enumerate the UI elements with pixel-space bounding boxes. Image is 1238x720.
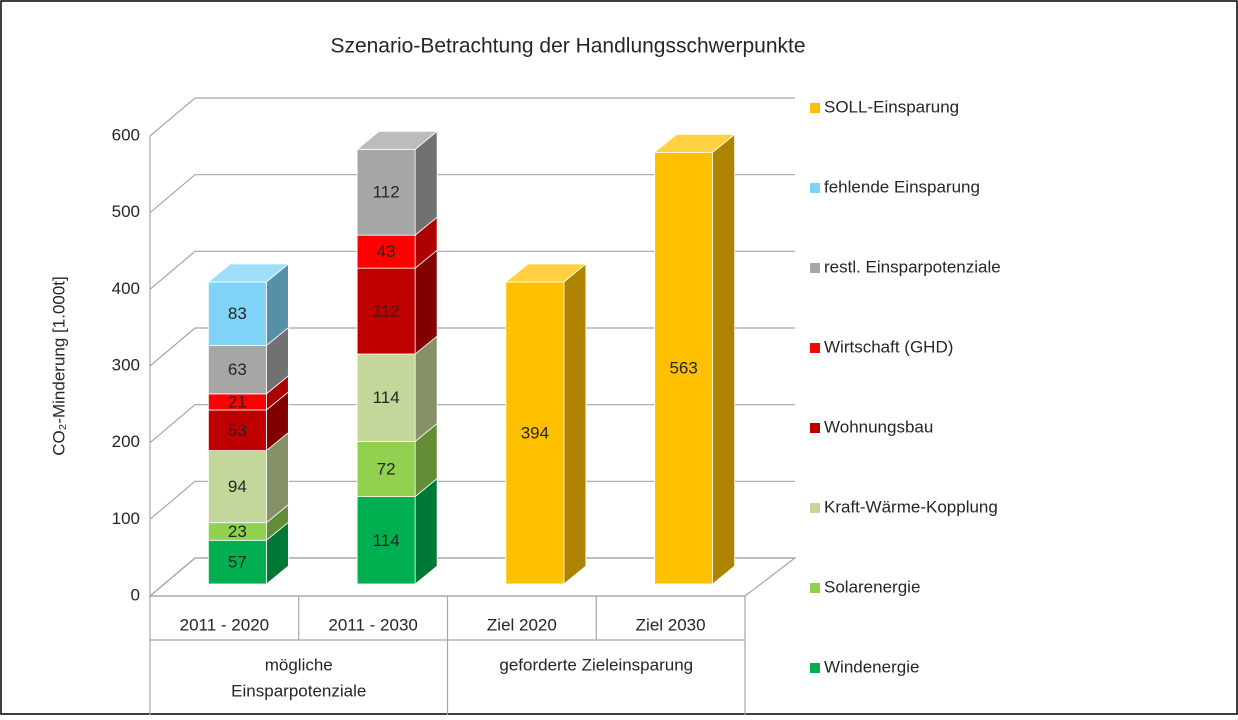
bar [207, 409, 267, 452]
bar [654, 151, 714, 585]
bar [356, 267, 416, 355]
x-tick-label: Ziel 2020 [487, 615, 557, 634]
x-tick-label: Ziel 2030 [636, 615, 706, 634]
legend-label: restl. Einsparpotenziale [824, 257, 1001, 276]
legend-swatch [810, 423, 820, 433]
grid-line [149, 480, 795, 520]
data-label: 21 [228, 392, 247, 411]
data-label: 112 [373, 183, 400, 202]
y-tick-label: 600 [112, 125, 140, 144]
bar [356, 440, 416, 497]
legend-swatch [810, 663, 820, 673]
legend-swatch [810, 343, 820, 353]
legend-label: SOLL-Einsparung [824, 97, 959, 116]
y-tick-label: 0 [131, 585, 140, 604]
y-tick-label: 300 [112, 355, 140, 374]
bar-top [356, 130, 439, 150]
legend-swatch [810, 103, 820, 113]
legend-label: Windenergie [824, 657, 919, 676]
y-tick-label: 500 [112, 202, 140, 221]
bar [207, 281, 267, 346]
data-label: 23 [228, 522, 247, 541]
x-tick-label: 2011 - 2020 [180, 615, 269, 634]
legend-swatch [810, 263, 820, 273]
legend-swatch [810, 503, 820, 513]
data-label: 563 [669, 359, 697, 378]
bar-top [207, 263, 290, 283]
bar-top [653, 133, 736, 153]
group-label: Einsparpotenziale [231, 681, 366, 700]
data-label: 53 [228, 421, 247, 440]
data-label: 114 [373, 531, 400, 550]
bar [207, 539, 267, 585]
group-label: mögliche [265, 655, 333, 674]
legend-label: fehlende Einsparung [824, 177, 980, 196]
y-tick-label: 100 [112, 509, 140, 528]
grid-line [149, 174, 795, 214]
data-label: 72 [377, 459, 396, 478]
grid-line [149, 97, 795, 137]
y-tick-label: 200 [112, 432, 140, 451]
grid-line [149, 250, 795, 290]
x-tick-label: 2011 - 2030 [328, 615, 417, 634]
data-label: 394 [521, 423, 549, 442]
legend-swatch [810, 583, 820, 593]
y-axis-label: CO₂-Minderung [1.000t] [49, 276, 68, 456]
grid-line [149, 404, 795, 444]
bar [505, 281, 565, 585]
bar-top [504, 263, 587, 283]
bar [356, 353, 416, 442]
data-label: 43 [377, 242, 396, 261]
legend-label: Solarenergie [824, 577, 920, 596]
grid-line [149, 327, 795, 367]
legend-label: Kraft-Wärme-Kopplung [824, 497, 998, 516]
bar [207, 345, 267, 395]
bar-side [563, 263, 587, 585]
legend-swatch [810, 183, 820, 193]
chart-title: Szenario-Betrachtung der Handlungsschwer… [330, 35, 805, 58]
data-label: 83 [228, 304, 247, 323]
grid-line [149, 557, 795, 597]
bar [356, 234, 416, 269]
bar [207, 450, 267, 524]
legend-label: Wohnungsbau [824, 417, 933, 436]
data-label: 112 [373, 302, 400, 321]
data-label: 114 [373, 388, 400, 407]
data-label: 94 [228, 477, 247, 496]
data-label: 57 [228, 553, 247, 572]
y-tick-label: 400 [112, 279, 140, 298]
legend-label: Wirtschaft (GHD) [824, 337, 953, 356]
group-label: geforderte Zieleinsparung [499, 655, 693, 674]
bar-side [712, 133, 736, 585]
data-label: 63 [228, 360, 247, 379]
